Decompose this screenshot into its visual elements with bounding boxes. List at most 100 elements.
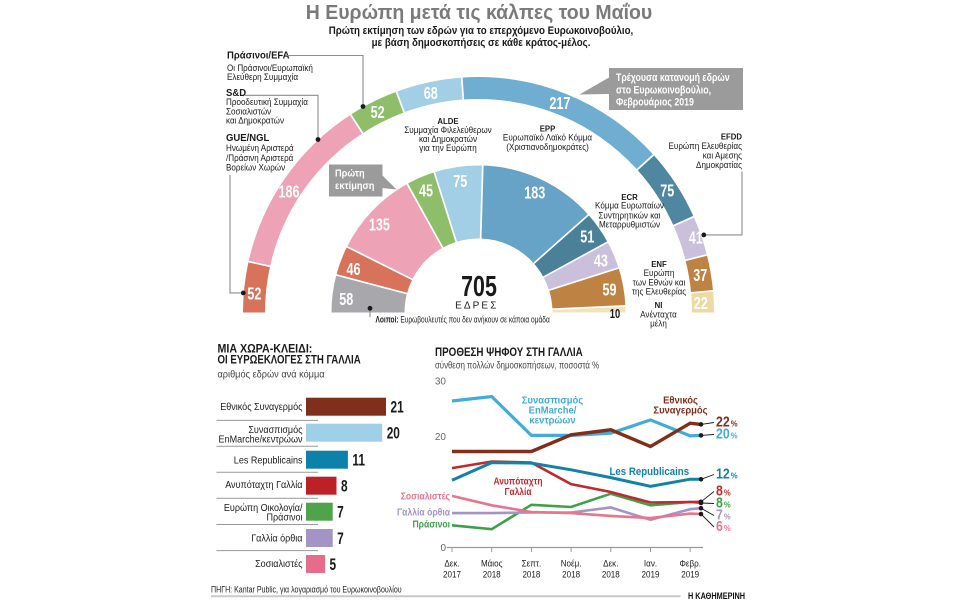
svg-text:EnMarche/κεντρώων: EnMarche/κεντρώων: [219, 434, 303, 446]
svg-text:EFDD: EFDD: [721, 132, 742, 141]
svg-text:0: 0: [440, 543, 446, 554]
svg-text:και Δημοκρατών: και Δημοκρατών: [419, 134, 477, 145]
svg-text:Δεκ.: Δεκ.: [444, 558, 459, 569]
svg-text:Ανυπόταχτη: Ανυπόταχτη: [493, 476, 542, 488]
svg-text:Πράσινοι/EFA: Πράσινοι/EFA: [227, 50, 290, 61]
svg-text:20: 20: [435, 432, 447, 443]
svg-text:8: 8: [716, 483, 723, 499]
svg-text:12: 12: [716, 466, 730, 482]
svg-text:Γαλλία όρθια: Γαλλία όρθια: [397, 507, 450, 519]
svg-text:51: 51: [580, 227, 594, 247]
svg-text:Ευρώπη Οικολογία/: Ευρώπη Οικολογία/: [224, 502, 303, 514]
svg-text:2019: 2019: [681, 569, 699, 580]
svg-text:6: 6: [716, 518, 723, 534]
svg-text:ΟΙ ΕΥΡΩΕΚΛΟΓΕΣ ΣΤΗ ΓΑΛΛΙΑ: ΟΙ ΕΥΡΩΕΚΛΟΓΕΣ ΣΤΗ ΓΑΛΛΙΑ: [218, 354, 361, 367]
svg-text:για την Ευρώπη: για την Ευρώπη: [419, 143, 477, 154]
svg-text:Ευρωπαϊκό Λαϊκό Κόμμα: Ευρωπαϊκό Λαϊκό Κόμμα: [503, 132, 592, 143]
svg-text:2019: 2019: [642, 569, 660, 580]
svg-text:%: %: [731, 419, 738, 428]
svg-text:Μάιος: Μάιος: [481, 558, 503, 569]
svg-text:%: %: [731, 431, 738, 440]
svg-text:Συμμαχία Φιλελεύθερων: Συμμαχία Φιλελεύθερων: [404, 124, 491, 135]
svg-text:κεντρώων: κεντρώων: [529, 415, 576, 427]
svg-text:37: 37: [693, 266, 707, 286]
svg-text:Η Ευρώπη μετά τις κάλπες του Μ: Η Ευρώπη μετά τις κάλπες του Μαΐου: [306, 1, 652, 24]
svg-text:2018: 2018: [522, 569, 540, 580]
svg-text:Βορείων Χωρών: Βορείων Χωρών: [226, 162, 285, 173]
svg-text:Ευρώπη Ελευθερίας: Ευρώπη Ελευθερίας: [669, 140, 742, 151]
svg-text:ALDE: ALDE: [437, 117, 459, 126]
svg-text:της Ελευθερίας: της Ελευθερίας: [632, 286, 686, 297]
svg-text:Νοέμ.: Νοέμ.: [561, 558, 582, 569]
svg-text:και Δημοκρατών: και Δημοκρατών: [226, 115, 284, 126]
svg-text:με βάση δημοσκοπήσεις σε κάθε: με βάση δημοσκοπήσεις σε κάθε κράτος-μέλ…: [372, 36, 591, 49]
svg-text:43: 43: [594, 252, 608, 272]
svg-text:(Χριστιανοδημοκράτες): (Χριστιανοδημοκράτες): [506, 141, 589, 152]
svg-text:Πράσινοι: Πράσινοι: [267, 512, 303, 524]
svg-text:Πράσινοι: Πράσινοι: [412, 519, 450, 531]
svg-text:Ηνωμένη Αριστερά: Ηνωμένη Αριστερά: [226, 143, 294, 154]
svg-text:των Εθνών και: των Εθνών και: [633, 277, 686, 288]
svg-text:ΠΡΟΘΕΣΗ ΨΗΦΟΥ ΣΤΗ ΓΑΛΛΙΑ: ΠΡΟΘΕΣΗ ΨΗΦΟΥ ΣΤΗ ΓΑΛΛΙΑ: [435, 346, 583, 359]
svg-text:Η ΚΑΘΗΜΕΡΙΝΗ: Η ΚΑΘΗΜΕΡΙΝΗ: [688, 590, 745, 600]
svg-text:20: 20: [716, 426, 730, 442]
svg-text:Σεπτ.: Σεπτ.: [522, 558, 542, 569]
svg-text:S&D: S&D: [226, 88, 246, 99]
svg-text:135: 135: [369, 215, 390, 235]
svg-text:%: %: [724, 488, 731, 497]
svg-text:10: 10: [610, 308, 620, 322]
svg-text:Γαλλία όρθια: Γαλλία όρθια: [251, 533, 303, 545]
svg-text:7: 7: [337, 530, 344, 548]
svg-text:Μεταρρυθμιστών: Μεταρρυθμιστών: [599, 219, 660, 230]
svg-text:Φεβρ.: Φεβρ.: [679, 558, 700, 569]
svg-text:30: 30: [435, 377, 447, 388]
svg-text:45: 45: [419, 182, 433, 202]
svg-text:21: 21: [391, 399, 404, 417]
svg-text:8: 8: [716, 495, 723, 511]
svg-text:Εθνικός Συναγερμός: Εθνικός Συναγερμός: [220, 401, 303, 413]
svg-text:και Αμεσης: και Αμεσης: [703, 150, 742, 161]
svg-text:Λοιποί: Ευρωβουλευτές που δεν: Λοιποί: Ευρωβουλευτές που δεν ανήκουν σε…: [376, 314, 551, 324]
svg-text:7: 7: [716, 507, 723, 523]
svg-text:Γαλλία: Γαλλία: [504, 486, 531, 498]
svg-text:58: 58: [339, 290, 353, 310]
svg-text:αριθμός εδρών ανά κόμμα: αριθμός εδρών ανά κόμμα: [218, 369, 326, 380]
svg-text:Ευρώπη: Ευρώπη: [644, 268, 675, 279]
svg-text:EnMarche/: EnMarche/: [529, 405, 577, 417]
svg-text:Ελεύθερη Συμμαχία: Ελεύθερη Συμμαχία: [227, 72, 298, 83]
svg-text:GUE/NGL: GUE/NGL: [226, 133, 269, 144]
svg-text:41: 41: [689, 228, 703, 248]
svg-text:εκτίμηση: εκτίμηση: [335, 181, 374, 193]
svg-text:%: %: [724, 524, 731, 533]
svg-text:Σοσιαλιστές: Σοσιαλιστές: [401, 491, 450, 503]
svg-text:στο Ευρωκοινοβούλιο,: στο Ευρωκοινοβούλιο,: [616, 85, 711, 97]
svg-text:2018: 2018: [483, 569, 501, 580]
svg-text:/Πράσινη Αριστερά: /Πράσινη Αριστερά: [226, 153, 293, 164]
svg-text:Les Republicains: Les Republicains: [610, 467, 690, 479]
svg-text:%: %: [724, 500, 731, 509]
svg-text:5: 5: [330, 556, 337, 574]
svg-text:2018: 2018: [602, 569, 620, 580]
svg-text:75: 75: [453, 172, 467, 192]
svg-text:75: 75: [660, 181, 674, 201]
svg-text:52: 52: [371, 103, 385, 123]
svg-text:Κόμμα Ευρωπαίων: Κόμμα Ευρωπαίων: [595, 200, 664, 211]
svg-text:22: 22: [716, 414, 730, 430]
svg-text:7: 7: [337, 504, 344, 522]
svg-text:EPP: EPP: [540, 124, 556, 133]
svg-text:Συνασπισμός: Συνασπισμός: [248, 424, 302, 436]
svg-text:Δημοκρατίας: Δημοκρατίας: [696, 159, 742, 170]
svg-text:Πρώτη: Πρώτη: [335, 168, 365, 180]
svg-text:Τρέχουσα κατανομή εδρών: Τρέχουσα κατανομή εδρών: [616, 72, 730, 84]
svg-text:ECR: ECR: [621, 193, 638, 202]
svg-text:%: %: [724, 512, 731, 521]
svg-text:68: 68: [424, 84, 438, 104]
svg-text:Δεκ.: Δεκ.: [603, 558, 618, 569]
svg-text:20: 20: [387, 425, 400, 443]
svg-text:ΕΔΡΕΣ: ΕΔΡΕΣ: [455, 301, 498, 312]
svg-text:705: 705: [461, 271, 497, 303]
svg-text:Σοσιαλιστές: Σοσιαλιστές: [255, 559, 303, 571]
svg-text:Συντηρητικών και: Συντηρητικών και: [598, 210, 660, 221]
svg-text:Ανένταχτα: Ανένταχτα: [640, 309, 677, 320]
svg-text:2017: 2017: [443, 569, 461, 580]
